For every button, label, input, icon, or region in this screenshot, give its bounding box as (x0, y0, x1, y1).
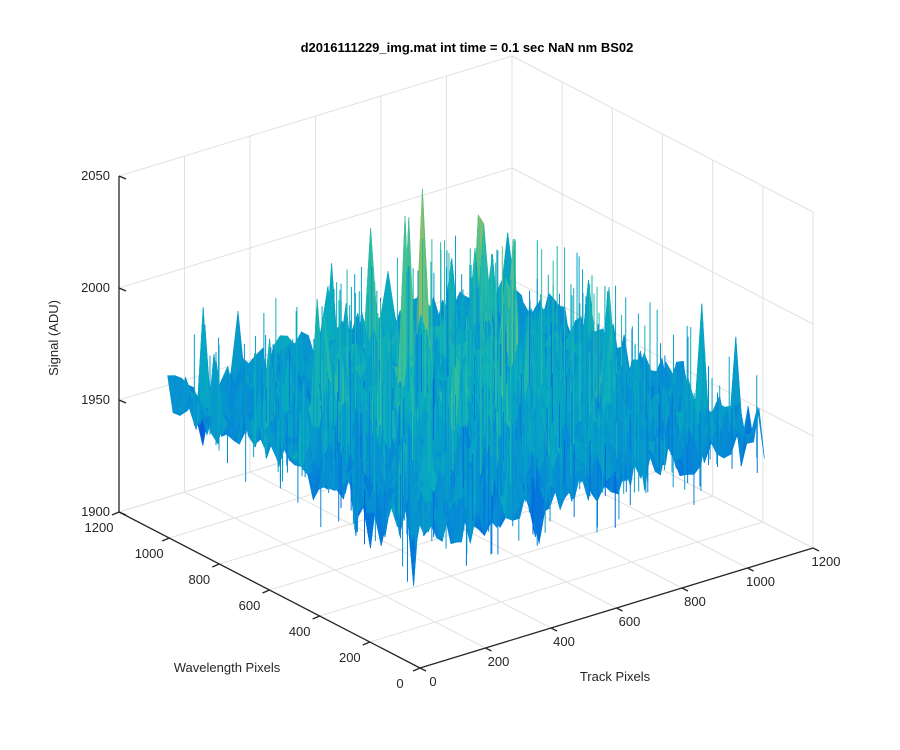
axes-lines (111, 175, 820, 672)
z-tick-label: 1900 (81, 504, 110, 519)
floor-gridline-y (319, 495, 713, 617)
y-tick-mark (262, 589, 270, 594)
y-tick-label: 1200 (85, 520, 114, 535)
z-axis-label: Signal (ADU) (46, 300, 61, 376)
x-tick-label: 600 (619, 614, 641, 629)
z-tick-mark (118, 511, 127, 516)
tick-labels: 0 200 400 600 800 1000 1200 0 200 400 600 800 1000 12… (81, 168, 840, 691)
x-tick-label: 1200 (812, 554, 841, 569)
y-tick-mark (412, 667, 421, 672)
z-tick-label: 1950 (81, 392, 110, 407)
y-tick-label: 600 (239, 598, 261, 613)
y-tick-mark (161, 537, 170, 542)
z-tick-label: 2000 (81, 280, 110, 295)
y-axis-label: Wavelength Pixels (174, 660, 281, 675)
x-tick-mark (419, 667, 427, 672)
z-tick-mark (118, 175, 127, 180)
x-tick-mark (485, 647, 492, 652)
y-tick-label: 1000 (135, 546, 164, 561)
back-wall-gridline-horizontal (118, 167, 513, 289)
x-tick-label: 0 (429, 674, 436, 689)
y-tick-label: 0 (396, 676, 403, 691)
x-tick-label: 800 (684, 594, 706, 609)
z-tick-label: 2050 (81, 168, 110, 183)
back-wall-gridline-horizontal (118, 55, 513, 177)
y-tick-label: 400 (289, 624, 311, 639)
surface-cell (751, 407, 765, 459)
x-tick-mark (747, 567, 754, 572)
y-tick-mark (111, 511, 120, 516)
chart-title: d2016111229_img.mat int time = 0.1 sec N… (301, 40, 634, 55)
y-tick-mark (212, 563, 220, 568)
surface-mesh (167, 188, 765, 586)
z-tick-mark (118, 287, 127, 292)
x-tick-mark (681, 587, 689, 592)
x-tick-mark (616, 607, 623, 612)
side-wall-gridline-horizontal (511, 279, 814, 437)
x-tick-label: 400 (553, 634, 575, 649)
z-tick-mark (118, 399, 127, 404)
y-tick-label: 800 (188, 572, 210, 587)
floor-gridline-y (369, 521, 763, 643)
x-tick-mark (550, 627, 558, 632)
x-tick-label: 1000 (746, 574, 775, 589)
side-wall-gridline-horizontal (511, 167, 814, 325)
y-tick-mark (312, 615, 320, 620)
y-tick-mark (362, 641, 371, 646)
x-tick-mark (812, 547, 820, 552)
x-axis-label: Track Pixels (580, 669, 651, 684)
x-tick-label: 200 (488, 654, 510, 669)
side-wall-gridline-horizontal (511, 55, 814, 213)
y-tick-label: 200 (339, 650, 361, 665)
